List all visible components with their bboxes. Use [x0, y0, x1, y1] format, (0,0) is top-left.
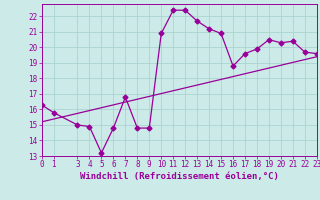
- X-axis label: Windchill (Refroidissement éolien,°C): Windchill (Refroidissement éolien,°C): [80, 172, 279, 181]
